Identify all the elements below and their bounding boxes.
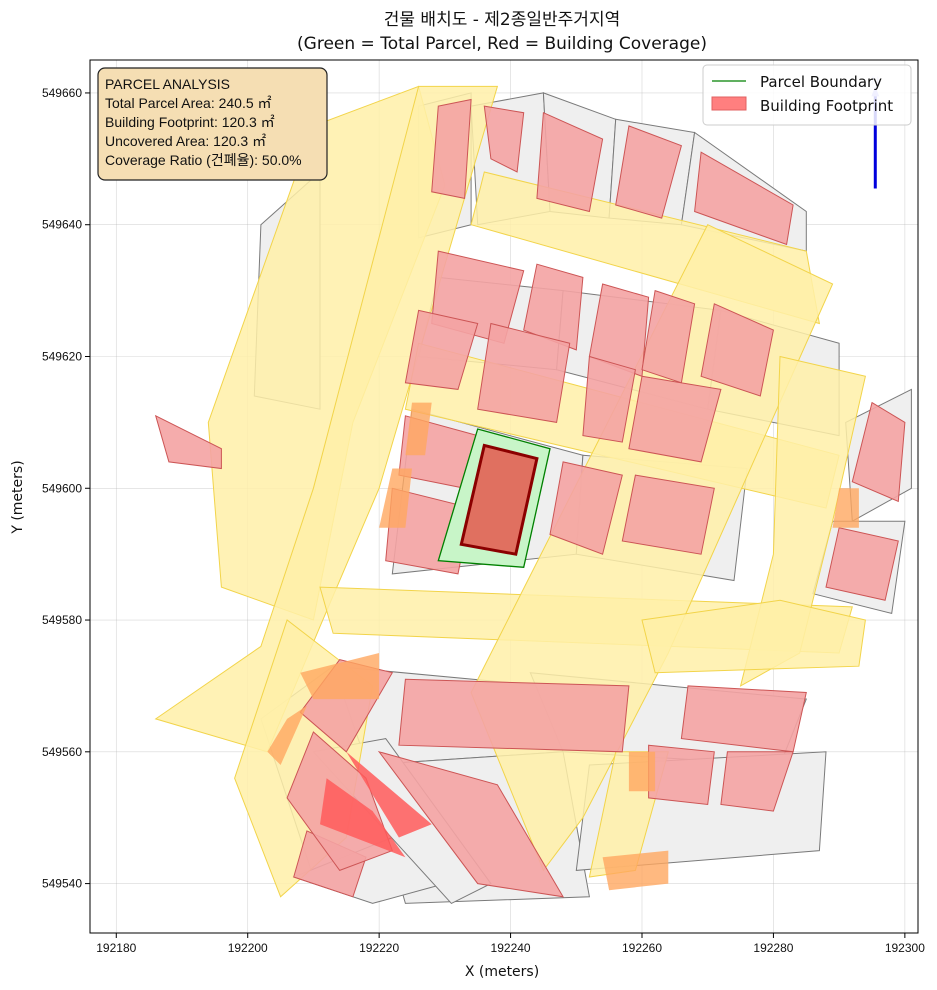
target-building-footprint[interactable] xyxy=(459,443,539,556)
overlap-patch xyxy=(267,705,307,765)
annotation-line-total-area: Total Parcel Area: 240.5 ㎡ xyxy=(105,95,272,111)
y-tick-label: 549540 xyxy=(42,877,82,891)
y-tick-label: 549580 xyxy=(42,613,82,627)
annotation-background xyxy=(97,67,328,181)
x-tick-label: 192180 xyxy=(96,941,136,955)
legend-label-building: Building Footprint xyxy=(760,97,893,115)
x-axis-ticks: 192180 192200 192220 192240 192260 192280 1923… xyxy=(96,933,925,955)
axes-frame xyxy=(89,59,919,934)
overlap-patch xyxy=(300,653,380,700)
legend-frame xyxy=(702,64,912,126)
y-axis-ticks: 549540 549560 549580 549600 549620 549640 5496… xyxy=(42,86,90,891)
building-footprint[interactable] xyxy=(621,474,715,555)
building-footprint[interactable] xyxy=(851,401,906,503)
highlight-layer xyxy=(267,402,859,891)
building-footprint[interactable] xyxy=(431,98,472,200)
overlap-patch xyxy=(602,850,669,891)
building-footprint[interactable] xyxy=(825,527,899,601)
annotation-line-coverage: Coverage Ratio (건폐율): 50.0% xyxy=(105,152,302,168)
building-footprint[interactable] xyxy=(523,263,584,351)
legend: Parcel Boundary Building Footprint xyxy=(702,64,912,126)
x-tick-label: 192240 xyxy=(491,941,531,955)
y-axis-label: Y (meters) xyxy=(10,460,26,534)
annotation-line-uncovered: Uncovered Area: 120.3 ㎡ xyxy=(105,133,266,149)
building-footprint[interactable] xyxy=(154,414,222,470)
overlap-patch xyxy=(405,402,432,456)
x-tick-label: 192220 xyxy=(359,941,399,955)
building-footprint[interactable] xyxy=(377,750,565,898)
overlap-patch xyxy=(832,488,859,528)
legend-swatch-building xyxy=(711,96,747,111)
building-footprint[interactable] xyxy=(720,751,794,812)
building-footprint[interactable] xyxy=(582,355,636,443)
y-tick-label: 549620 xyxy=(42,349,82,363)
annotation-line-title: PARCEL ANALYSIS xyxy=(105,76,230,92)
x-tick-label: 192300 xyxy=(885,941,925,955)
y-tick-label: 549600 xyxy=(42,481,82,495)
x-tick-label: 192280 xyxy=(753,941,793,955)
building-footprint[interactable] xyxy=(398,678,630,753)
dense-building-patch xyxy=(320,778,406,858)
building-footprint[interactable] xyxy=(615,125,683,219)
x-tick-label: 192200 xyxy=(228,941,268,955)
building-footprint[interactable] xyxy=(628,375,722,463)
y-tick-label: 549640 xyxy=(42,218,82,232)
building-footprint[interactable] xyxy=(477,322,571,423)
building-layer xyxy=(154,98,906,898)
building-footprint[interactable] xyxy=(549,461,623,555)
chart-title: 건물 배치도 - 제2종일반주거지역 xyxy=(384,10,620,30)
building-footprint[interactable] xyxy=(536,111,604,213)
building-footprint[interactable] xyxy=(483,105,525,173)
building-footprint[interactable] xyxy=(694,151,794,246)
x-axis-label: X (meters) xyxy=(465,964,539,980)
x-tick-label: 192260 xyxy=(622,941,662,955)
building-footprint[interactable] xyxy=(404,309,479,390)
building-footprint[interactable] xyxy=(648,744,715,806)
overlap-patch xyxy=(379,468,412,528)
overlap-patch xyxy=(628,751,656,792)
chart-subtitle: (Green = Total Parcel, Red = Building Co… xyxy=(297,34,707,54)
annotation-line-footprint: Building Footprint: 120.3 ㎡ xyxy=(105,114,275,130)
building-footprint[interactable] xyxy=(700,303,774,397)
annotation-box: PARCEL ANALYSIS Total Parcel Area: 240.5… xyxy=(97,67,328,181)
road-polygon xyxy=(641,599,866,674)
legend-label-parcel: Parcel Boundary xyxy=(760,73,882,91)
dense-building-patch xyxy=(346,751,432,838)
y-tick-label: 549560 xyxy=(42,745,82,759)
y-tick-label: 549660 xyxy=(42,86,82,100)
